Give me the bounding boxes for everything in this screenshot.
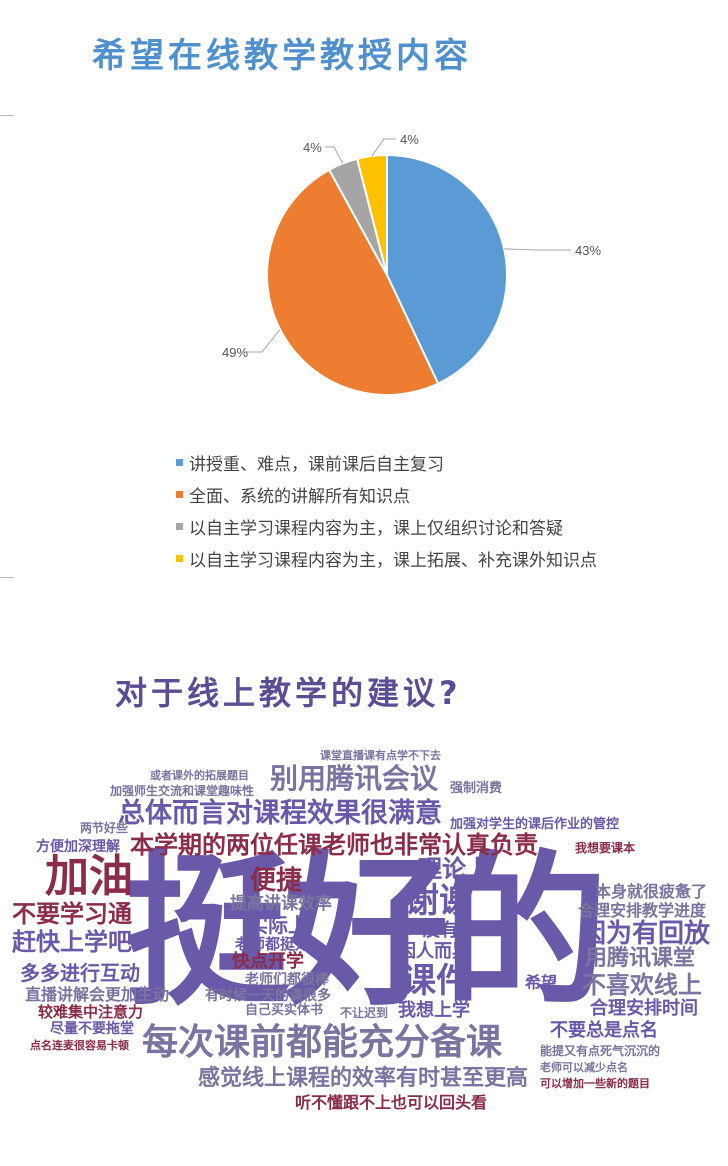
cloud-word: 两节好些 — [80, 821, 129, 835]
legend-swatch — [176, 522, 183, 530]
cloud-word: 可以增加一些新的题目 — [540, 1077, 650, 1090]
cloud-word: 实际上 — [248, 913, 308, 937]
cloud-word: 快点开学 — [232, 951, 304, 972]
legend-label: 以自主学习课程内容为主，课上拓展、补充课外知识点 — [189, 550, 597, 571]
cloud-word: 我想要课本 — [575, 841, 636, 855]
cloud-word: 加强对学生的课后作业的管控 — [450, 817, 620, 832]
cloud-word: 总体而言对课程效果很满意 — [118, 798, 442, 829]
cloud-word: 希望 — [525, 973, 558, 992]
cloud-word: 用腾讯课堂 — [585, 946, 696, 971]
cloud-word: 尽量不要拖堂 — [50, 1021, 134, 1037]
legend-item: 讲授重、难点，课前课后自主复习 — [176, 446, 597, 478]
cloud-word: 点名连麦很容易卡顿 — [30, 1039, 129, 1052]
cloud-word: 不要总是点名 — [550, 1020, 658, 1041]
cloud-word: 老师都挺好 — [235, 935, 311, 953]
legend-swatch — [176, 458, 183, 466]
cloud-word: 加油 — [45, 851, 133, 902]
pie-title: 希望在线教学教授内容 — [92, 36, 472, 76]
pie-slice — [266, 168, 440, 396]
cloud-word: 课件 — [402, 961, 470, 1001]
cloud-word: 直播讲解会更加生动 — [25, 985, 170, 1004]
data-label: 4% — [400, 132, 419, 147]
legend-swatch — [176, 554, 183, 562]
cloud-word: 谢谢 — [405, 881, 473, 921]
cloud-word: 挺好的 — [125, 836, 608, 1028]
cloud-word: 老师们都很棒 — [245, 972, 329, 988]
cloud-word: 自己买实体书 — [245, 1003, 324, 1018]
cloud-word: 有时候一天的课很多 — [205, 988, 331, 1004]
cloud-word: 较难集中注意力 — [38, 1003, 144, 1021]
cloud-word: 多多进行互动 — [20, 961, 140, 985]
cloud-word: 不喜欢线上 — [582, 971, 702, 999]
leader-line — [244, 329, 281, 353]
cloud-word: 能提又有点死气沉沉的 — [540, 1044, 661, 1058]
divider — [0, 115, 14, 116]
cloud-word: 合理安排教学进度 — [578, 901, 707, 920]
cloud-word: 方便加深理解 — [36, 839, 120, 855]
cloud-word: 因为有回放 — [580, 919, 711, 949]
data-label: 43% — [575, 243, 601, 258]
pie-slice — [386, 153, 508, 385]
data-label: 4% — [303, 140, 322, 155]
pie-chart: 43% 49% 4% 4% — [222, 132, 601, 396]
cloud-word: 课堂直播课有点学不下去 — [320, 749, 441, 762]
legend-label: 全面、系统的讲解所有知识点 — [189, 486, 410, 507]
cloud-word: 不要学习通 — [12, 900, 132, 928]
cloud-word: 本身就很疲惫了 — [595, 882, 708, 901]
legend-item: 以自主学习课程内容为主，课上拓展、补充课外知识点 — [176, 542, 597, 574]
cloud-word: 老师可以减少点名 — [540, 1061, 628, 1074]
cloud-word: 合理安排时间 — [590, 998, 698, 1019]
pie-slice — [355, 153, 388, 276]
legend-item: 以自主学习课程内容为主，课上仅组织讨论和答疑 — [176, 510, 597, 542]
data-label: 49% — [222, 345, 248, 360]
cloud-word: 便捷 — [250, 866, 303, 896]
cloud-word: 没有了 — [422, 920, 476, 941]
cloud-word: 赶快上学吧 — [12, 928, 132, 956]
cloud-word: 理论上 — [418, 855, 490, 883]
leader-line — [504, 248, 571, 251]
leader-line — [371, 138, 396, 157]
cloud-word: 加强师生交流和课堂趣味性 — [110, 784, 255, 798]
leader-line — [325, 146, 344, 164]
cloud-word: 我想上学 — [398, 1000, 470, 1021]
legend: 讲授重、难点，课前课后自主复习 全面、系统的讲解所有知识点 以自主学习课程内容为… — [176, 446, 597, 574]
cloud-word: 不让迟到 — [340, 1006, 389, 1020]
divider — [0, 577, 14, 578]
cloud-word: 提高讲课效率 — [230, 894, 332, 914]
cloud-word: 因人而异 — [398, 941, 470, 962]
wordcloud-title: 对于线上教学的建议? — [115, 674, 462, 712]
cloud-word: 别用腾讯会议 — [270, 762, 439, 795]
cloud-word: 强制消费 — [450, 781, 503, 796]
legend-swatch — [176, 490, 183, 498]
cloud-word: 或者课外的拓展题目 — [150, 769, 249, 782]
cloud-word: 感觉线上课程的效率有时甚至更高 — [198, 1066, 529, 1091]
cloud-word: 本学期的两位任课老师也非常认真负责 — [130, 831, 538, 859]
cloud-word: 每次课前都能充分备课 — [142, 1022, 503, 1063]
legend-item: 全面、系统的讲解所有知识点 — [176, 478, 597, 510]
legend-label: 讲授重、难点，课前课后自主复习 — [189, 454, 444, 475]
cloud-word: 听不懂跟不上也可以回头看 — [295, 1093, 488, 1112]
legend-label: 以自主学习课程内容为主，课上仅组织讨论和答疑 — [189, 518, 563, 539]
